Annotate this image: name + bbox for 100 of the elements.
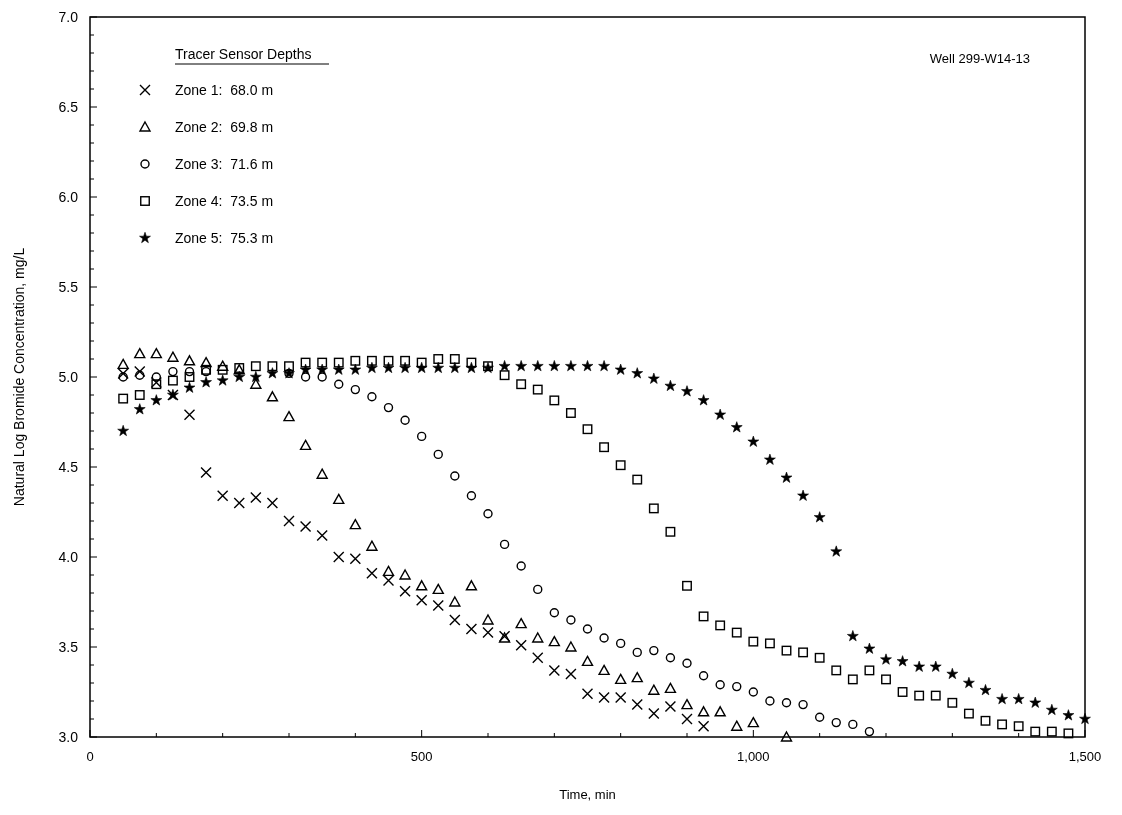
point — [515, 639, 527, 651]
point — [698, 611, 709, 622]
point — [399, 361, 411, 373]
point — [598, 360, 610, 372]
point — [864, 665, 875, 676]
point — [632, 647, 642, 658]
point — [682, 658, 692, 668]
point — [531, 360, 544, 372]
point — [216, 490, 229, 502]
point — [863, 642, 876, 654]
point — [747, 716, 760, 728]
point — [798, 699, 808, 710]
point — [979, 684, 992, 696]
point — [134, 347, 146, 359]
point — [300, 372, 311, 382]
point — [216, 374, 229, 386]
point — [266, 367, 279, 379]
point — [1029, 696, 1042, 708]
point — [266, 497, 279, 509]
y-tick-label: 4.0 — [58, 549, 79, 565]
point — [1030, 726, 1041, 737]
point — [548, 664, 561, 677]
point — [598, 664, 610, 676]
point — [781, 698, 792, 708]
point — [134, 390, 145, 400]
point — [748, 687, 759, 697]
point — [299, 363, 312, 375]
legend-label: Zone 3: 71.6 m — [175, 156, 274, 172]
point — [698, 671, 709, 681]
point — [399, 585, 411, 597]
point — [748, 636, 759, 647]
point — [449, 354, 460, 364]
point — [167, 351, 179, 362]
point — [798, 647, 809, 658]
point — [449, 596, 461, 607]
point — [781, 645, 792, 656]
point — [614, 673, 627, 685]
point — [349, 363, 362, 375]
point — [615, 638, 626, 649]
point — [332, 363, 345, 375]
x-tick-label: 1,500 — [1068, 749, 1102, 764]
point — [565, 360, 577, 372]
point — [614, 691, 627, 704]
point — [150, 347, 163, 359]
point — [548, 635, 561, 647]
point — [350, 355, 361, 366]
point — [415, 580, 428, 591]
point — [250, 491, 262, 504]
point — [350, 384, 361, 395]
point — [515, 617, 527, 629]
point — [963, 708, 974, 719]
y-axis-title: Natural Log Bromide Concentration, mg/L — [11, 247, 27, 507]
point — [366, 540, 378, 551]
point — [1046, 726, 1057, 737]
point — [714, 408, 726, 420]
point — [731, 627, 742, 638]
point — [183, 409, 196, 421]
point — [465, 623, 478, 635]
point — [681, 713, 693, 725]
point — [730, 421, 743, 433]
point — [400, 355, 411, 366]
point — [382, 565, 395, 577]
point — [913, 660, 925, 672]
point — [1079, 712, 1091, 724]
point — [400, 415, 410, 425]
point — [881, 674, 891, 685]
point — [283, 410, 295, 422]
point — [813, 511, 826, 523]
point — [780, 471, 793, 483]
point — [648, 707, 660, 720]
point — [432, 583, 444, 595]
point — [648, 503, 659, 514]
point — [333, 357, 344, 368]
point — [135, 370, 145, 380]
point — [847, 630, 859, 642]
point — [299, 520, 312, 533]
point — [946, 667, 959, 679]
y-tick-label: 6.0 — [58, 189, 79, 205]
point — [532, 652, 544, 664]
point — [715, 680, 725, 690]
point — [930, 690, 941, 701]
point — [416, 357, 427, 368]
point — [648, 684, 660, 695]
point — [980, 715, 991, 726]
point — [200, 466, 212, 479]
point — [466, 491, 477, 501]
point — [615, 460, 626, 471]
point — [150, 394, 163, 406]
point — [217, 364, 228, 375]
point — [914, 690, 925, 701]
point — [465, 361, 478, 373]
point — [831, 717, 841, 728]
point — [697, 706, 710, 717]
point — [432, 361, 445, 373]
point — [764, 453, 776, 465]
point — [133, 403, 146, 415]
point — [516, 379, 527, 390]
point — [118, 393, 129, 404]
point — [631, 698, 643, 711]
point — [548, 360, 561, 372]
